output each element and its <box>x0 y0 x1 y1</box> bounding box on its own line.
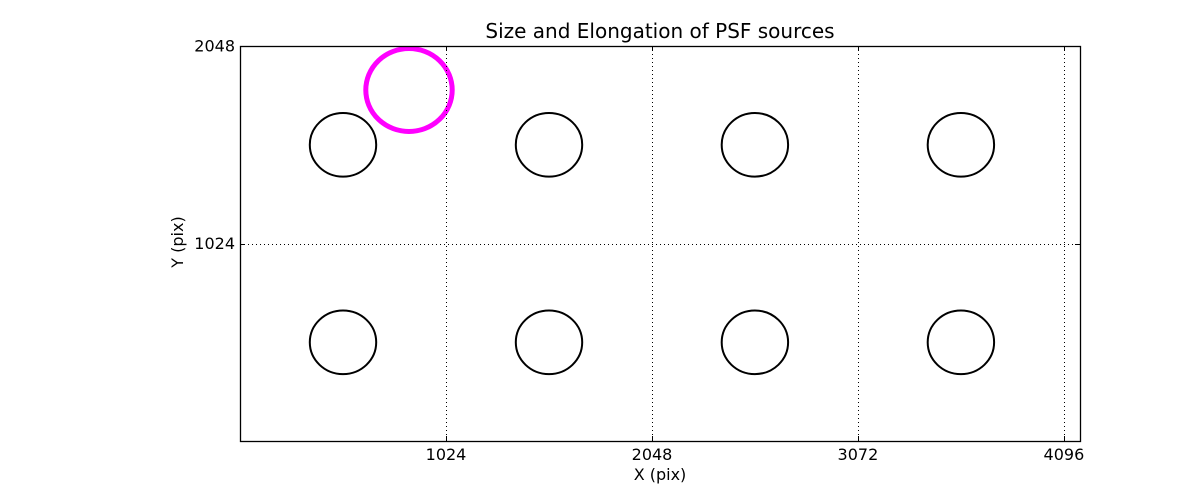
x-tick-label: 4096 <box>1044 445 1085 464</box>
x-axis-label: X (pix) <box>633 465 687 484</box>
psf-source-ellipses <box>308 112 378 178</box>
psf-source-ellipses <box>514 112 584 178</box>
x-tick-label: 2048 <box>632 445 673 464</box>
psf-source-ellipses <box>720 309 790 376</box>
y-tick-label: 1024 <box>194 234 235 253</box>
psf-source-ellipses <box>720 112 790 178</box>
y-tick-label: 2048 <box>194 37 235 56</box>
psf-source-ellipses <box>926 309 996 376</box>
x-tick-label: 1024 <box>426 445 467 464</box>
psf-source-ellipses <box>308 309 378 376</box>
axes-border <box>239 45 1082 443</box>
x-tick-label: 3072 <box>838 445 879 464</box>
psf-source-ellipses <box>514 309 584 376</box>
psf-source-ellipses <box>926 112 996 178</box>
highlighted-source-ellipse <box>363 46 455 134</box>
y-axis-label: Y (pix) <box>168 216 187 268</box>
chart-title: Size and Elongation of PSF sources <box>485 19 835 43</box>
